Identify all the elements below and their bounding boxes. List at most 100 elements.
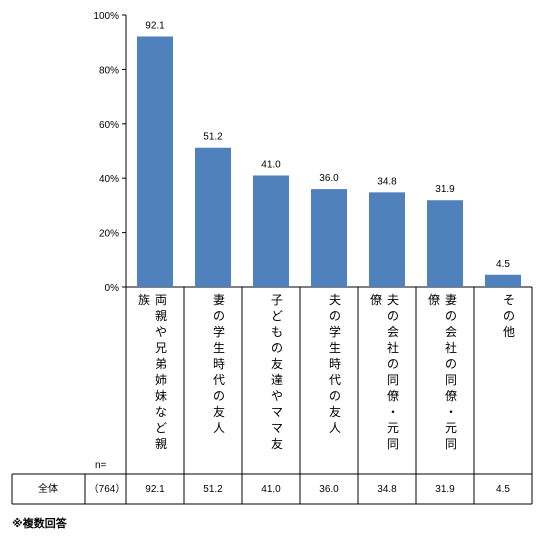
bar <box>485 274 521 287</box>
y-tick-label: 20% <box>99 229 119 240</box>
category-char: 同 <box>387 373 399 387</box>
bar <box>137 36 173 287</box>
table-cell: 36.0 <box>319 484 339 495</box>
category-char: マ <box>271 405 283 419</box>
y-tick-label: 80% <box>99 65 119 76</box>
category-char: の <box>503 309 515 323</box>
category-char: 兄 <box>155 341 167 355</box>
table-cell: 92.1 <box>145 484 165 495</box>
table-cell: 41.0 <box>261 484 281 495</box>
category-char: 友 <box>329 405 341 419</box>
category-char: の <box>329 309 341 323</box>
data-table: n= 全体 （764） 92.1 51.2 41.0 36.0 34.8 31.9 4.5 <box>11 460 532 505</box>
category-char: 元 <box>445 421 457 435</box>
category-char: 僚 <box>370 292 382 307</box>
category-char: 元 <box>387 421 399 435</box>
category-char: や <box>271 389 283 403</box>
data-label: 36.0 <box>319 173 339 184</box>
category-char: 同 <box>445 373 457 387</box>
footnote: ※複数回答 <box>12 516 68 530</box>
category-char: 代 <box>329 373 341 387</box>
category-char: 僚 <box>428 292 440 307</box>
category-char: ・ <box>387 405 399 419</box>
table-cell: 34.8 <box>377 484 397 495</box>
category-char: 夫 <box>329 293 341 307</box>
category-char: 社 <box>445 340 457 355</box>
category-char: 会 <box>445 325 457 339</box>
data-label: 41.0 <box>261 159 281 170</box>
category-char: 時 <box>329 357 341 371</box>
category-char: 達 <box>271 373 283 387</box>
y-axis: 0% 20% 40% 60% 80% 100% <box>93 11 532 504</box>
category-char: 同 <box>387 437 399 451</box>
category-char: の <box>387 357 399 371</box>
category-char: 姉 <box>155 372 167 387</box>
category-char: 会 <box>387 325 399 339</box>
table-row-label: 全体 <box>38 482 58 495</box>
table-n-value: （764） <box>89 483 126 495</box>
bars <box>137 36 521 287</box>
bar <box>427 200 463 287</box>
category-char: の <box>213 389 225 403</box>
category-char: 妻 <box>445 293 457 307</box>
category-char: や <box>155 325 167 339</box>
category-char: の <box>271 341 283 355</box>
category-char: 友 <box>271 437 283 451</box>
category-char: 親 <box>155 309 167 323</box>
category-char: そ <box>503 293 515 307</box>
category-char: の <box>445 357 457 371</box>
table-cell: 31.9 <box>435 484 455 495</box>
category-char: 僚 <box>445 388 457 403</box>
data-label: 34.8 <box>377 176 397 187</box>
category-char: 生 <box>213 341 225 355</box>
category-char: の <box>445 309 457 323</box>
data-label: 4.5 <box>496 259 510 270</box>
category-char: 生 <box>329 341 341 355</box>
category-char: の <box>329 389 341 403</box>
table-cell: 4.5 <box>496 484 510 495</box>
bar <box>253 175 289 287</box>
data-labels: 92.1 51.2 41.0 36.0 34.8 31.9 4.5 <box>145 20 510 269</box>
category-char: 妹 <box>155 389 167 403</box>
category-label: その他 <box>503 293 515 339</box>
n-label: n= <box>95 460 107 471</box>
category-char: 夫 <box>387 293 399 307</box>
category-char: マ <box>271 421 283 435</box>
bar <box>195 147 231 287</box>
data-label: 31.9 <box>435 184 455 195</box>
category-char: 友 <box>271 357 283 371</box>
bar <box>369 192 405 287</box>
category-char: 友 <box>213 405 225 419</box>
category-char: 時 <box>213 357 225 371</box>
y-tick-label: 60% <box>99 120 119 131</box>
category-char: も <box>271 325 283 339</box>
table-cell: 51.2 <box>203 484 223 495</box>
category-char: 他 <box>503 325 515 339</box>
data-label: 92.1 <box>145 20 165 31</box>
category-char: 族 <box>138 293 150 307</box>
y-tick-label: 40% <box>99 174 119 185</box>
category-char: 同 <box>445 437 457 451</box>
category-char: ・ <box>445 405 457 419</box>
category-char: 社 <box>387 340 399 355</box>
y-tick-label: 0% <box>105 283 120 294</box>
category-char: 学 <box>329 324 341 339</box>
category-char: 学 <box>213 324 225 339</box>
category-char: 両 <box>155 293 167 307</box>
category-char: 人 <box>213 421 225 435</box>
category-char: 子 <box>271 293 283 307</box>
data-label: 51.2 <box>203 132 223 143</box>
category-char: な <box>155 405 167 419</box>
category-char: 親 <box>155 437 167 451</box>
category-char: ど <box>155 421 167 435</box>
category-char: 弟 <box>155 357 167 371</box>
category-char: の <box>387 309 399 323</box>
